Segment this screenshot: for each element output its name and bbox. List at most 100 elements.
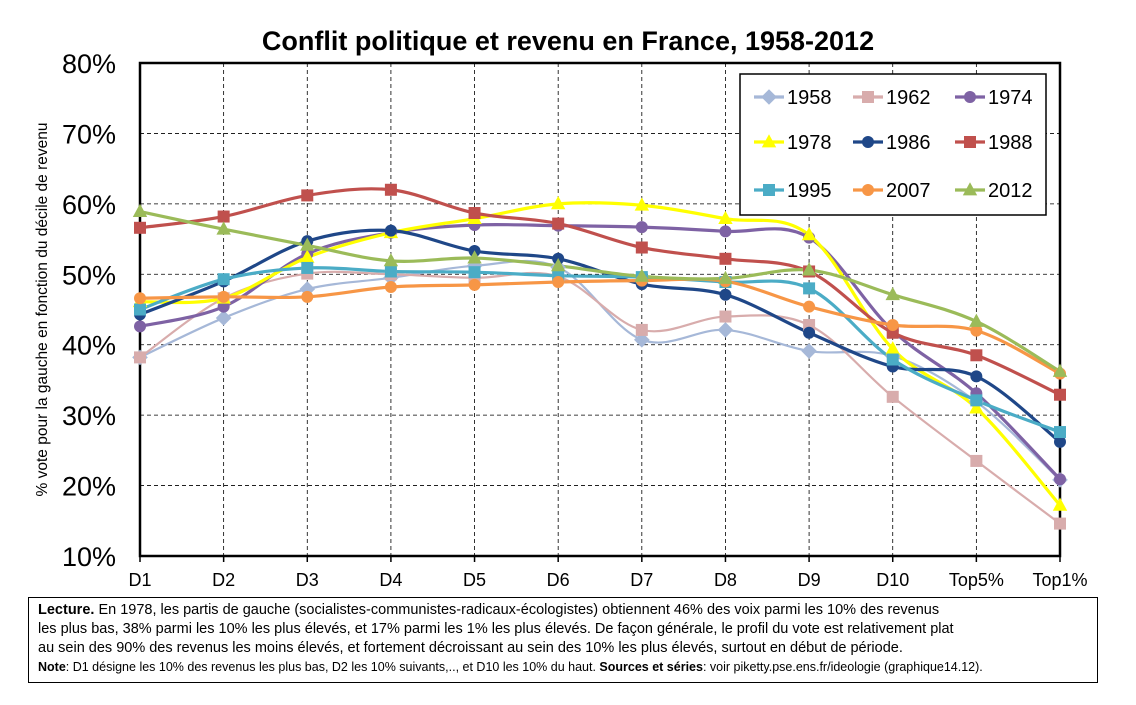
point-1995-D4	[384, 265, 397, 278]
legend-label-1978: 1978	[787, 132, 832, 154]
y-tick-label: 10%	[62, 542, 116, 572]
legend-marker-1995	[763, 184, 775, 196]
legend-marker-1986	[862, 136, 874, 148]
legend-marker-1962	[862, 91, 874, 103]
point-1988-D6	[552, 217, 565, 230]
legend-label-1958: 1958	[787, 87, 832, 109]
axes: 10% 20% 30% 40% 50% 60% 70% 80% D1 D2 D3 D4 D5 D6 D7 D8…	[34, 49, 1088, 590]
series-markers	[132, 183, 1068, 530]
point-2007-D10	[886, 318, 899, 331]
point-2007-D9	[803, 300, 816, 313]
lecture-label: Lecture.	[38, 602, 95, 618]
point-1986-D4	[384, 224, 397, 237]
legend-marker-1988	[964, 136, 976, 148]
point-1962-Top5%	[970, 454, 983, 467]
point-1988-Top1%	[1054, 388, 1066, 401]
legend-label-1995: 1995	[787, 180, 832, 202]
point-1995-D1	[134, 303, 146, 316]
x-tick-label: D1	[128, 570, 151, 590]
point-1962-D7	[635, 323, 648, 336]
point-2012-Top1%	[1052, 363, 1068, 377]
point-1995-Top1%	[1054, 426, 1066, 439]
series-lines	[139, 187, 1062, 525]
point-1995-D10	[886, 353, 899, 366]
point-1958-D2	[215, 310, 232, 326]
note-label: Note	[38, 660, 66, 674]
point-1988-D5	[468, 207, 481, 220]
series-line-2012	[139, 210, 1061, 373]
series-line-1995	[139, 266, 1061, 434]
point-1988-Top5%	[970, 349, 983, 362]
point-1958-D8	[717, 322, 734, 338]
point-1974-D7	[635, 221, 648, 234]
legend-marker-1978	[761, 134, 777, 148]
point-1978-D9	[801, 227, 817, 241]
point-1995-D5	[468, 266, 481, 279]
line-chart: 10% 20% 30% 40% 50% 60% 70% 80% D1 D2 D3 D4 D5 D6 D7 D8…	[34, 49, 1088, 590]
lecture-line-1: Lecture. En 1978, les partis de gauche (…	[38, 601, 1088, 620]
point-1986-D8	[719, 288, 732, 301]
point-1978-Top1%	[1052, 497, 1068, 511]
legend-label-2007: 2007	[886, 180, 931, 202]
point-2012-D10	[885, 286, 900, 301]
point-1978-D7	[634, 197, 650, 211]
legend-label-1986: 1986	[886, 132, 931, 154]
point-1978-D3	[300, 249, 315, 263]
legend-marker-2007	[862, 184, 874, 196]
legend-marker-1974	[964, 91, 976, 103]
point-1978-D10	[885, 341, 900, 355]
point-1995-D3	[301, 261, 314, 274]
sources-label: Sources et séries	[599, 660, 703, 674]
point-1995-D2	[217, 273, 230, 286]
point-1978-Top5%	[969, 400, 984, 414]
point-1986-Top1%	[1054, 435, 1066, 448]
lecture-line-3: au sein des 90% des revenus les moins él…	[38, 640, 903, 656]
x-tick-label: D10	[876, 570, 909, 590]
series-line-1974	[139, 222, 1062, 481]
point-2007-D3	[301, 290, 314, 303]
point-1958-D9	[801, 343, 817, 359]
point-2012-D1	[132, 203, 148, 218]
x-tick-label: D3	[296, 570, 319, 590]
point-2012-D9	[801, 262, 817, 276]
point-1962-Top1%	[1054, 517, 1066, 530]
y-tick-label: 20%	[62, 472, 116, 502]
legend-label-1974: 1974	[988, 87, 1033, 109]
point-2012-D5	[467, 250, 482, 264]
point-2012-D4	[383, 253, 399, 267]
y-tick-label: 50%	[62, 260, 116, 290]
point-1978-D6	[550, 196, 566, 210]
point-2007-D5	[468, 278, 481, 291]
series-line-2007	[139, 277, 1061, 376]
x-tick-label: Top5%	[949, 570, 1004, 590]
series-line-1962	[139, 270, 1061, 525]
point-1995-Top5%	[970, 394, 983, 407]
point-2007-D4	[384, 280, 397, 293]
point-2012-Top5%	[969, 313, 984, 327]
legend-label-1988: 1988	[988, 132, 1033, 154]
legend-box	[739, 73, 1047, 216]
point-2007-D1	[134, 292, 146, 305]
chart-title: Conflit politique et revenu en France, 1…	[261, 26, 875, 56]
point-2012-D6	[550, 258, 566, 272]
note-line: Note: D1 désigne les 10% des revenus les…	[38, 658, 1088, 676]
y-tick-label: 30%	[62, 401, 116, 431]
point-1962-D8	[719, 310, 732, 323]
point-2012-D2	[216, 221, 231, 235]
series-line-1986	[139, 228, 1061, 444]
y-axis-label: % vote pour la gauche en fonction du déc…	[34, 123, 51, 497]
point-1988-D2	[217, 210, 230, 223]
point-1988-D7	[635, 241, 648, 254]
point-2007-D6	[552, 276, 565, 289]
legend: 1958 1962 1974 1978 1986 1988 1995 2007 2012	[739, 73, 1047, 216]
point-1995-D9	[803, 282, 816, 295]
legend-label-1962: 1962	[886, 87, 931, 109]
point-1988-D1	[134, 221, 146, 234]
point-1988-D3	[301, 189, 314, 202]
point-2007-D2	[217, 290, 230, 303]
point-1974-D8	[719, 225, 732, 238]
point-1962-D10	[886, 390, 899, 403]
sources-text: : voir piketty.pse.ens.fr/ideologie (gra…	[702, 660, 983, 674]
series-line-1988	[139, 187, 1061, 397]
x-tick-label: D2	[212, 570, 235, 590]
